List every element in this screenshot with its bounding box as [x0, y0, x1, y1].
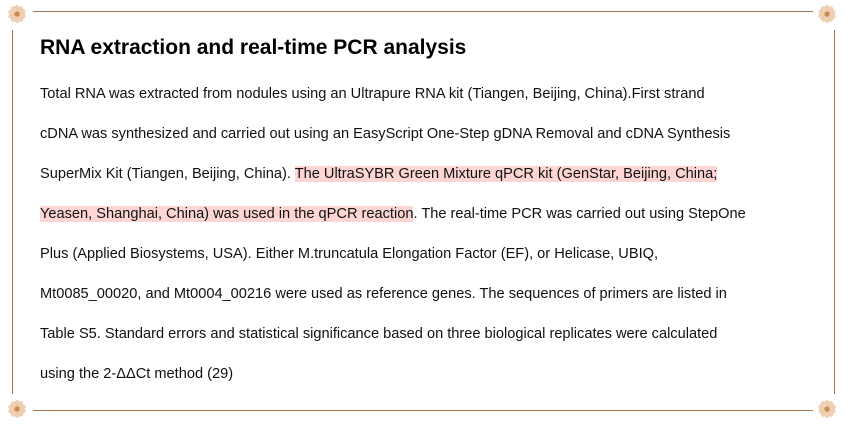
- highlighted-text: Yeasen, Shanghai, China) was used in the…: [40, 206, 414, 222]
- text-segment: Plus (Applied Biosystems, USA). Either M…: [40, 246, 659, 262]
- highlighted-text: The UltraSYBR Green Mixture qPCR kit (Ge…: [294, 166, 718, 182]
- text-segment: Table S5. Standard errors and statistica…: [40, 326, 718, 342]
- text-line: Mt0085_00020, and Mt0004_00216 were used…: [40, 282, 727, 306]
- text-line: cDNA was synthesized and carried out usi…: [40, 122, 730, 146]
- left-border: [12, 30, 13, 394]
- top-border: [33, 11, 813, 12]
- text-line: using the 2-ΔΔCt method (29): [40, 362, 233, 386]
- flower-icon: [818, 5, 836, 23]
- text-segment: cDNA was synthesized and carried out usi…: [40, 126, 731, 142]
- text-line: SuperMix Kit (Tiangen, Beijing, China). …: [40, 162, 718, 186]
- section-heading: RNA extraction and real-time PCR analysi…: [40, 36, 467, 59]
- flower-icon: [8, 400, 26, 418]
- flower-icon: [818, 400, 836, 418]
- text-segment: Total RNA was extracted from nodules usi…: [40, 86, 705, 102]
- text-line: Plus (Applied Biosystems, USA). Either M…: [40, 242, 658, 266]
- bottom-border: [33, 410, 813, 411]
- right-border: [834, 30, 835, 394]
- text-segment: Mt0085_00020, and Mt0004_00216 were used…: [40, 286, 727, 302]
- text-segment: . The real-time PCR was carried out usin…: [413, 206, 746, 222]
- text-line: Yeasen, Shanghai, China) was used in the…: [40, 202, 746, 226]
- text-line: Table S5. Standard errors and statistica…: [40, 322, 717, 346]
- text-line: Total RNA was extracted from nodules usi…: [40, 82, 705, 106]
- text-segment: using the 2-ΔΔCt method (29): [40, 366, 234, 382]
- flower-icon: [8, 5, 26, 23]
- text-segment: SuperMix Kit (Tiangen, Beijing, China).: [40, 166, 295, 182]
